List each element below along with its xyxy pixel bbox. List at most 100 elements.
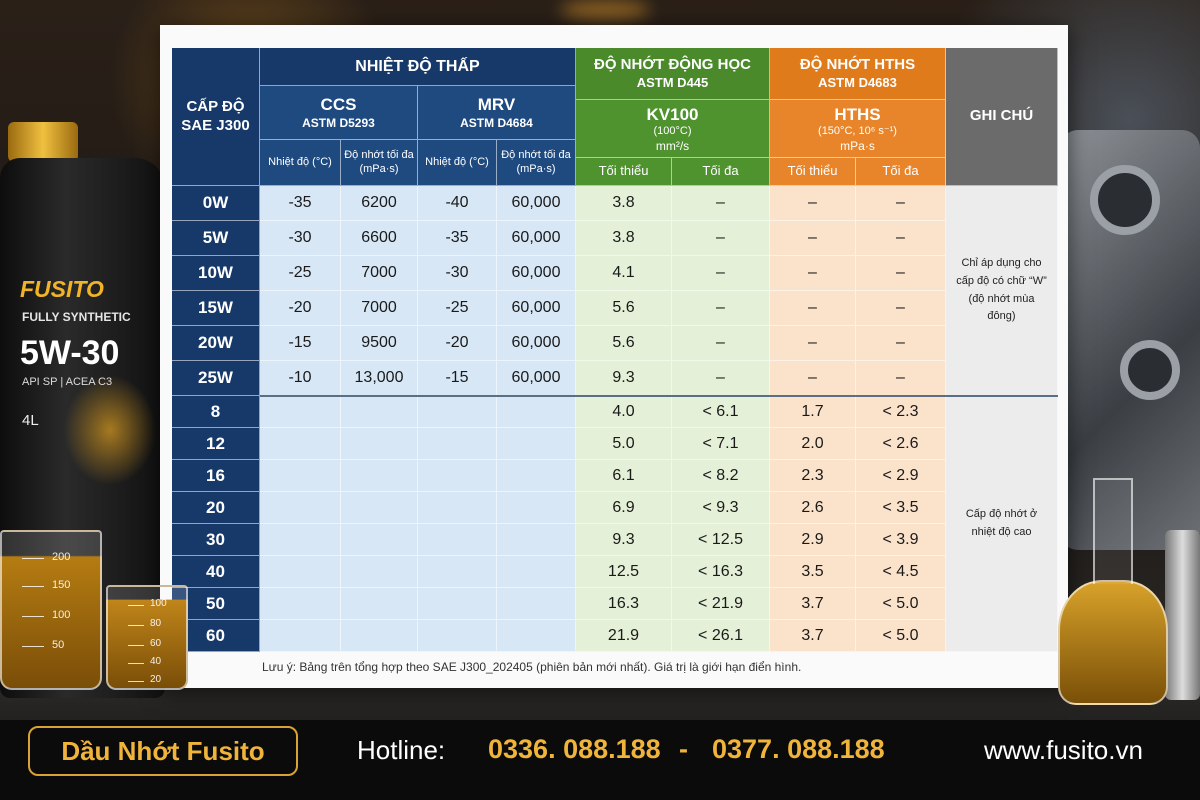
- column-header-text: Tối thiểu: [598, 163, 649, 179]
- group-header-text: ĐỘ NHỚT ĐỘNG HỌC: [594, 56, 751, 73]
- data-cell-text: -35: [288, 194, 312, 211]
- data-cell-text: –: [808, 229, 817, 246]
- data-cell-text: –: [808, 299, 817, 316]
- grade-cell-text: 0W: [202, 193, 229, 213]
- data-cell-text: -20: [445, 334, 469, 351]
- grade-cell: 30: [172, 524, 260, 556]
- data-cell: -35: [418, 221, 497, 256]
- empty-cell: [341, 524, 418, 556]
- data-cell: 13,000: [341, 361, 418, 396]
- data-cell-text: –: [808, 264, 817, 281]
- data-cell-text: -15: [445, 369, 469, 386]
- data-cell-text: –: [716, 369, 725, 386]
- data-cell-text: < 21.9: [698, 594, 743, 612]
- data-cell-text: 7000: [361, 264, 397, 281]
- grade-cell: 12: [172, 428, 260, 460]
- data-cell: < 5.0: [856, 588, 946, 620]
- empty-cell: [418, 460, 497, 492]
- column-header-text: Tối thiểu: [787, 163, 838, 179]
- empty-cell: [260, 460, 341, 492]
- graduation-label: 60: [150, 638, 162, 649]
- graduation-label: 100: [150, 598, 167, 609]
- data-cell-text: 60,000: [511, 369, 561, 386]
- column-header-text: (mPa·s): [516, 162, 556, 175]
- data-cell: 6200: [341, 186, 418, 221]
- column-header: Nhiệt độ (°C): [418, 140, 497, 186]
- phone: 0336. 088.188: [488, 734, 661, 764]
- note-cell-text: Cấp độ nhớt ở nhiệt độ cao: [965, 507, 1038, 538]
- empty-cell: [260, 556, 341, 588]
- grade-cell: 10W: [172, 256, 260, 291]
- group-header-text: NHIỆT ĐỘ THẤP: [355, 57, 480, 75]
- grade-cell: 5W: [172, 221, 260, 256]
- data-cell: 7000: [341, 256, 418, 291]
- grade-cell: 20: [172, 492, 260, 524]
- data-cell: < 3.9: [856, 524, 946, 556]
- data-cell-text: -35: [445, 229, 469, 246]
- data-cell: 60,000: [497, 186, 576, 221]
- graduation: [128, 645, 144, 646]
- grade-cell: 20W: [172, 326, 260, 361]
- data-cell: 4.0: [576, 396, 672, 428]
- data-cell: < 21.9: [672, 588, 770, 620]
- data-cell: 5.6: [576, 291, 672, 326]
- data-cell: < 26.1: [672, 620, 770, 652]
- data-cell-text: < 12.5: [698, 530, 743, 548]
- data-cell: -30: [260, 221, 341, 256]
- grade-cell-text: 16: [206, 465, 225, 485]
- empty-cell: [341, 396, 418, 428]
- hotline-label: Hotline:: [357, 735, 446, 765]
- data-cell-text: 3.7: [801, 626, 824, 644]
- product-line: FULLY SYNTHETIC: [22, 310, 131, 324]
- data-cell: 9500: [341, 326, 418, 361]
- data-cell-text: 12.5: [607, 562, 640, 580]
- data-cell: < 7.1: [672, 428, 770, 460]
- data-cell: –: [856, 326, 946, 361]
- empty-cell: [418, 556, 497, 588]
- product-spec: API SP | ACEA C3: [22, 376, 113, 388]
- empty-cell: [341, 556, 418, 588]
- data-cell: < 5.0: [856, 620, 946, 652]
- note-cell: Chỉ áp dụng cho cấp độ có chữ “W” (độ nh…: [946, 186, 1058, 396]
- empty-cell: [260, 524, 341, 556]
- data-cell-text: < 26.1: [698, 626, 743, 644]
- data-cell-text: < 9.3: [702, 498, 739, 516]
- data-cell-text: –: [896, 264, 905, 281]
- data-cell-text: –: [716, 299, 725, 316]
- data-cell: 4.1: [576, 256, 672, 291]
- footnote: Lưu ý: Bảng trên tổng hợp theo SAE J300_…: [262, 660, 802, 674]
- method-header-text: KV100: [646, 104, 699, 124]
- data-cell-text: -30: [288, 229, 312, 246]
- empty-cell: [260, 396, 341, 428]
- data-cell: < 16.3: [672, 556, 770, 588]
- graduation-label: 200: [52, 551, 71, 563]
- empty-cell: [418, 620, 497, 652]
- data-cell: –: [770, 221, 856, 256]
- grade-header-text: CẤP ĐỘ: [186, 97, 245, 115]
- data-cell-text: 4.0: [612, 402, 635, 420]
- graduation: [128, 605, 144, 606]
- data-cell-text: –: [896, 194, 905, 211]
- data-cell-text: –: [808, 334, 817, 351]
- data-cell: –: [672, 291, 770, 326]
- data-cell-text: -15: [288, 334, 312, 351]
- data-cell-text: 2.0: [801, 434, 824, 452]
- data-cell: -20: [418, 326, 497, 361]
- data-cell-text: 5.6: [612, 299, 635, 316]
- data-cell-text: 60,000: [511, 264, 561, 281]
- grade-cell-text: 20: [206, 497, 225, 517]
- method-header: MRV ASTM D4684: [418, 86, 576, 140]
- phone-separator: -: [679, 734, 688, 764]
- data-cell: –: [770, 361, 856, 396]
- empty-cell: [260, 620, 341, 652]
- data-cell-text: 9.3: [612, 530, 635, 548]
- data-cell-text: 21.9: [607, 626, 640, 644]
- data-cell: 60,000: [497, 221, 576, 256]
- website: www.fusito.vn: [984, 735, 1143, 765]
- column-header: Tối thiểu: [770, 158, 856, 186]
- data-cell: –: [672, 361, 770, 396]
- data-cell: 7000: [341, 291, 418, 326]
- data-cell: –: [672, 186, 770, 221]
- empty-cell: [497, 396, 576, 428]
